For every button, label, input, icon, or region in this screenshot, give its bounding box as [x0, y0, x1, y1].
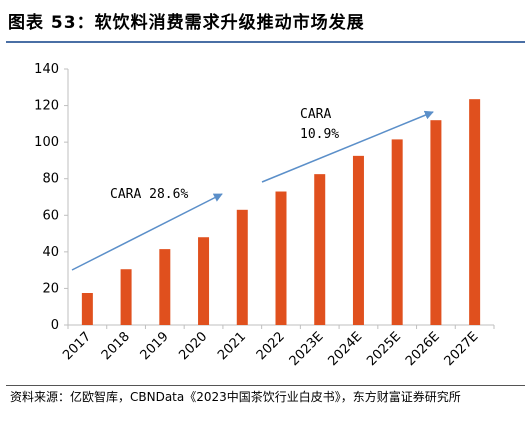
- source-divider: [6, 385, 525, 386]
- x-tick-label: 2018: [99, 329, 133, 363]
- y-tick-label: 60: [42, 208, 59, 223]
- bar-2023E: [314, 174, 326, 325]
- bar-2022: [275, 191, 287, 325]
- x-tick-label: 2017: [60, 329, 94, 363]
- bar-2027E: [469, 99, 481, 326]
- x-tick-label: 2025E: [364, 329, 404, 369]
- x-tick-label: 2027E: [442, 329, 482, 369]
- bar-2025E: [391, 139, 403, 325]
- bar-2026E: [430, 120, 442, 325]
- bar-series: [81, 99, 481, 326]
- trend-arrow: [261, 110, 434, 183]
- bar-2018: [120, 269, 132, 325]
- y-tick-label: 140: [34, 62, 59, 77]
- title-divider: [6, 41, 525, 43]
- x-tick-label: 2020: [176, 329, 210, 363]
- y-tick-label: 0: [51, 318, 59, 333]
- y-tick-label: 20: [42, 281, 59, 296]
- y-tick-label: 40: [42, 245, 59, 260]
- figure-title: 图表 53：软饮料消费需求升级推动市场发展: [8, 13, 365, 33]
- x-tick-label: 2026E: [403, 329, 443, 369]
- bar-2024E: [352, 155, 364, 325]
- bar-2017: [81, 293, 93, 325]
- growth-rate-label: CARA: [300, 107, 331, 122]
- y-tick-label: 120: [34, 99, 59, 114]
- growth-rate-label: CARA 28.6%: [110, 187, 188, 202]
- y-axis: 0 20 40 60 80 100 120 140: [34, 62, 69, 333]
- y-tick-label: 80: [42, 172, 59, 187]
- growth-rate-label: 10.9%: [300, 127, 339, 142]
- y-tick-label: 100: [34, 135, 59, 150]
- trend-arrow: [71, 193, 223, 271]
- growth-annotations: CARA 28.6% CARA 10.9%: [71, 107, 434, 271]
- x-tick-label: 2019: [138, 329, 172, 363]
- source-note: 资料来源：亿欧智库，CBNData《2023中国茶饮行业白皮书》，东方财富证券研…: [10, 390, 461, 404]
- bar-2019: [159, 249, 171, 325]
- x-tick-label: 2022: [254, 329, 288, 363]
- bar-2020: [198, 237, 210, 325]
- bar-2021: [236, 209, 248, 325]
- x-tick-label: 2023E: [287, 329, 327, 369]
- x-tick-label: 2021: [215, 329, 249, 363]
- x-axis: 2017 2018 2019 2020 2021 20222023E2024E2025E2…: [60, 324, 495, 369]
- x-tick-label: 2024E: [325, 329, 365, 369]
